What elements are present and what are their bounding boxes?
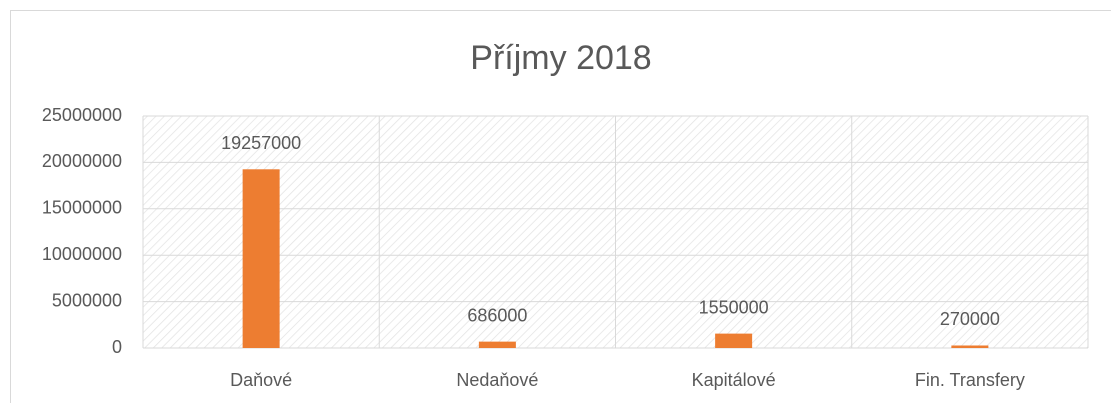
y-tick-label: 10000000: [42, 244, 122, 264]
x-tick-label: Kapitálové: [692, 370, 776, 390]
data-label: 19257000: [221, 133, 301, 153]
chart-title: Příjmy 2018: [470, 39, 651, 77]
x-tick-label: Daňové: [230, 370, 292, 390]
bar: [242, 169, 280, 348]
x-tick-label: Fin. Transfery: [915, 370, 1025, 390]
y-tick-label: 20000000: [42, 151, 122, 171]
chart-border: [10, 10, 1111, 403]
y-tick-label: 15000000: [42, 198, 122, 218]
data-label: 686000: [467, 305, 527, 325]
y-tick-label: 5000000: [52, 290, 122, 310]
y-tick-label: 0: [112, 337, 122, 357]
y-tick-label: 25000000: [42, 105, 122, 125]
x-tick-label: Nedaňové: [456, 370, 538, 390]
data-label: 1550000: [699, 297, 769, 317]
bar: [951, 345, 989, 348]
bar: [715, 333, 753, 348]
data-label: 270000: [940, 309, 1000, 329]
bar: [478, 341, 516, 348]
